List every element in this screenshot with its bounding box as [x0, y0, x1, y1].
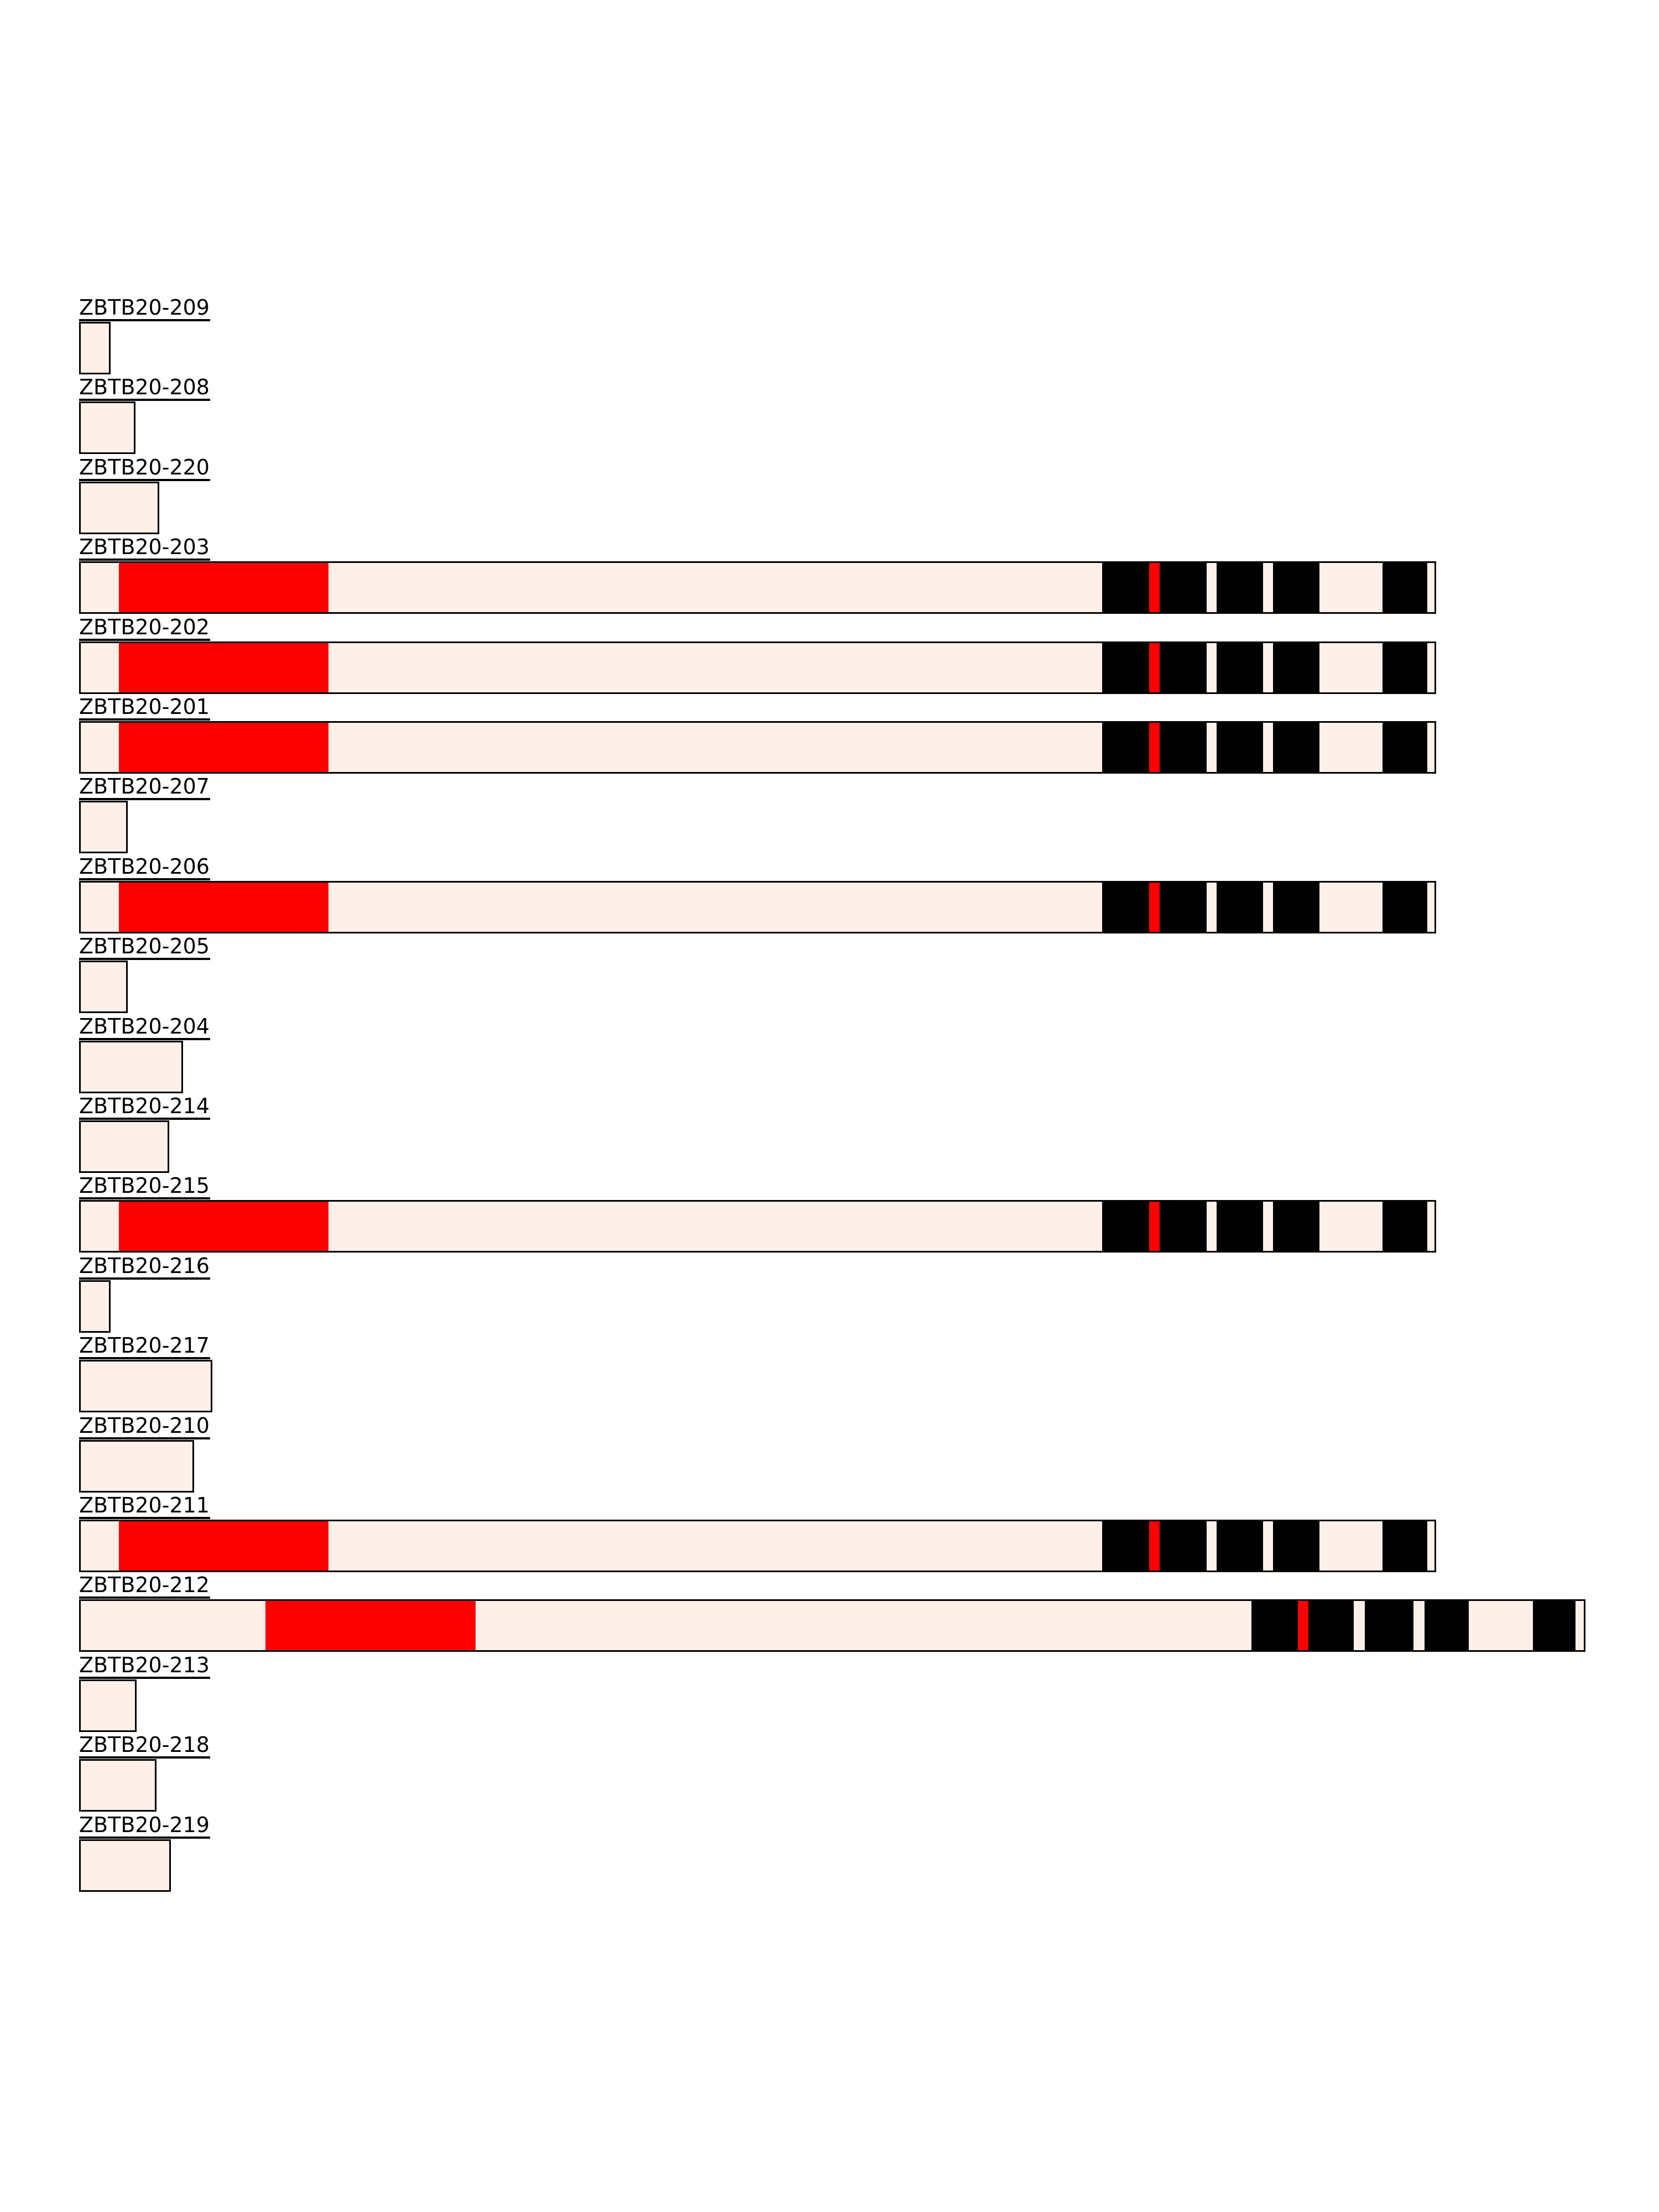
bar-segment-black: [1217, 563, 1263, 612]
bar-segment-black: [1383, 1202, 1427, 1251]
transcript-label: ZBTB20-218: [79, 1734, 210, 1759]
bar-segment-red: [119, 1521, 328, 1571]
transcript-bar: [79, 1679, 137, 1732]
transcript-label: ZBTB20-220: [79, 456, 210, 481]
bar-segment-red: [1149, 1202, 1160, 1251]
transcript-bar: [79, 1041, 183, 1093]
bar-segment-black: [1217, 1202, 1263, 1251]
transcript-bar: [79, 1200, 1436, 1253]
bar-segment-red: [1149, 563, 1160, 612]
bar-segment-black: [1217, 643, 1263, 692]
bar-segment-black: [1217, 723, 1263, 772]
transcript-bar: [79, 1280, 111, 1333]
bar-segment-red: [119, 643, 328, 692]
bar-segment-black: [1102, 723, 1149, 772]
bar-segment-black: [1383, 723, 1427, 772]
bar-segment-black: [1365, 1601, 1413, 1650]
transcript-label: ZBTB20-205: [79, 935, 210, 960]
bar-segment-black: [1160, 563, 1207, 612]
transcript-bar: [79, 322, 111, 374]
bar-segment-red: [1149, 643, 1160, 692]
transcript-label: ZBTB20-206: [79, 855, 210, 880]
transcript-label: ZBTB20-207: [79, 775, 210, 800]
bar-segment-black: [1273, 1202, 1319, 1251]
bar-segment-black: [1160, 883, 1207, 932]
transcript-bar: [79, 561, 1436, 614]
transcript-label: ZBTB20-208: [79, 376, 210, 401]
bar-segment-black: [1308, 1601, 1354, 1650]
bar-segment-black: [1383, 883, 1427, 932]
transcript-bar: [79, 801, 128, 853]
bar-segment-red: [1149, 883, 1160, 932]
transcript-bar: [79, 401, 135, 454]
transcript-bar: [79, 482, 159, 534]
bar-segment-black: [1273, 883, 1319, 932]
transcript-bar: [79, 961, 128, 1013]
bar-segment-black: [1251, 1601, 1298, 1650]
transcript-bar: [79, 881, 1436, 933]
transcript-label: ZBTB20-209: [79, 296, 210, 321]
bar-segment-black: [1160, 643, 1207, 692]
transcript-label: ZBTB20-216: [79, 1255, 210, 1280]
transcript-label: ZBTB20-202: [79, 616, 210, 641]
transcript-bar: [79, 1440, 194, 1493]
transcript-label: ZBTB20-211: [79, 1494, 210, 1519]
bar-segment-black: [1102, 643, 1149, 692]
transcript-bar: [79, 1599, 1585, 1652]
bar-segment-black: [1273, 1521, 1319, 1571]
transcript-label: ZBTB20-204: [79, 1015, 210, 1040]
bar-segment-black: [1533, 1601, 1575, 1650]
transcript-bar: [79, 1520, 1436, 1572]
bar-segment-red: [119, 563, 328, 612]
transcript-bar: [79, 1120, 169, 1173]
bar-segment-black: [1160, 1521, 1207, 1571]
bar-segment-black: [1273, 563, 1319, 612]
bar-segment-black: [1102, 883, 1149, 932]
bar-segment-red: [1298, 1601, 1308, 1650]
transcript-label: ZBTB20-212: [79, 1574, 210, 1599]
bar-segment-black: [1102, 563, 1149, 612]
bar-segment-red: [1149, 1521, 1160, 1571]
transcript-bar: [79, 1360, 212, 1412]
bar-segment-black: [1273, 643, 1319, 692]
transcript-label: ZBTB20-203: [79, 536, 210, 561]
bar-segment-red: [119, 1202, 328, 1251]
transcript-label: ZBTB20-219: [79, 1814, 210, 1839]
bar-segment-black: [1425, 1601, 1469, 1650]
transcript-label: ZBTB20-201: [79, 696, 210, 721]
transcript-label: ZBTB20-215: [79, 1175, 210, 1199]
transcript-label: ZBTB20-210: [79, 1415, 210, 1439]
transcript-bar: [79, 1839, 171, 1892]
transcript-label: ZBTB20-213: [79, 1654, 210, 1679]
bar-segment-black: [1102, 1521, 1149, 1571]
bar-segment-black: [1273, 723, 1319, 772]
bar-segment-black: [1217, 1521, 1263, 1571]
bar-segment-black: [1383, 1521, 1427, 1571]
transcript-bar: [79, 721, 1436, 774]
transcript-bar: [79, 1759, 156, 1812]
bar-segment-red: [265, 1601, 476, 1650]
transcript-bar: [79, 641, 1436, 694]
bar-segment-black: [1383, 563, 1427, 612]
bar-segment-red: [1149, 723, 1160, 772]
bar-segment-black: [1160, 1202, 1207, 1251]
transcript-label: ZBTB20-214: [79, 1095, 210, 1120]
bar-segment-black: [1383, 643, 1427, 692]
bar-segment-red: [119, 723, 328, 772]
bar-segment-black: [1102, 1202, 1149, 1251]
bar-segment-black: [1160, 723, 1207, 772]
bar-segment-black: [1217, 883, 1263, 932]
transcript-label: ZBTB20-217: [79, 1334, 210, 1359]
bar-segment-red: [119, 883, 328, 932]
